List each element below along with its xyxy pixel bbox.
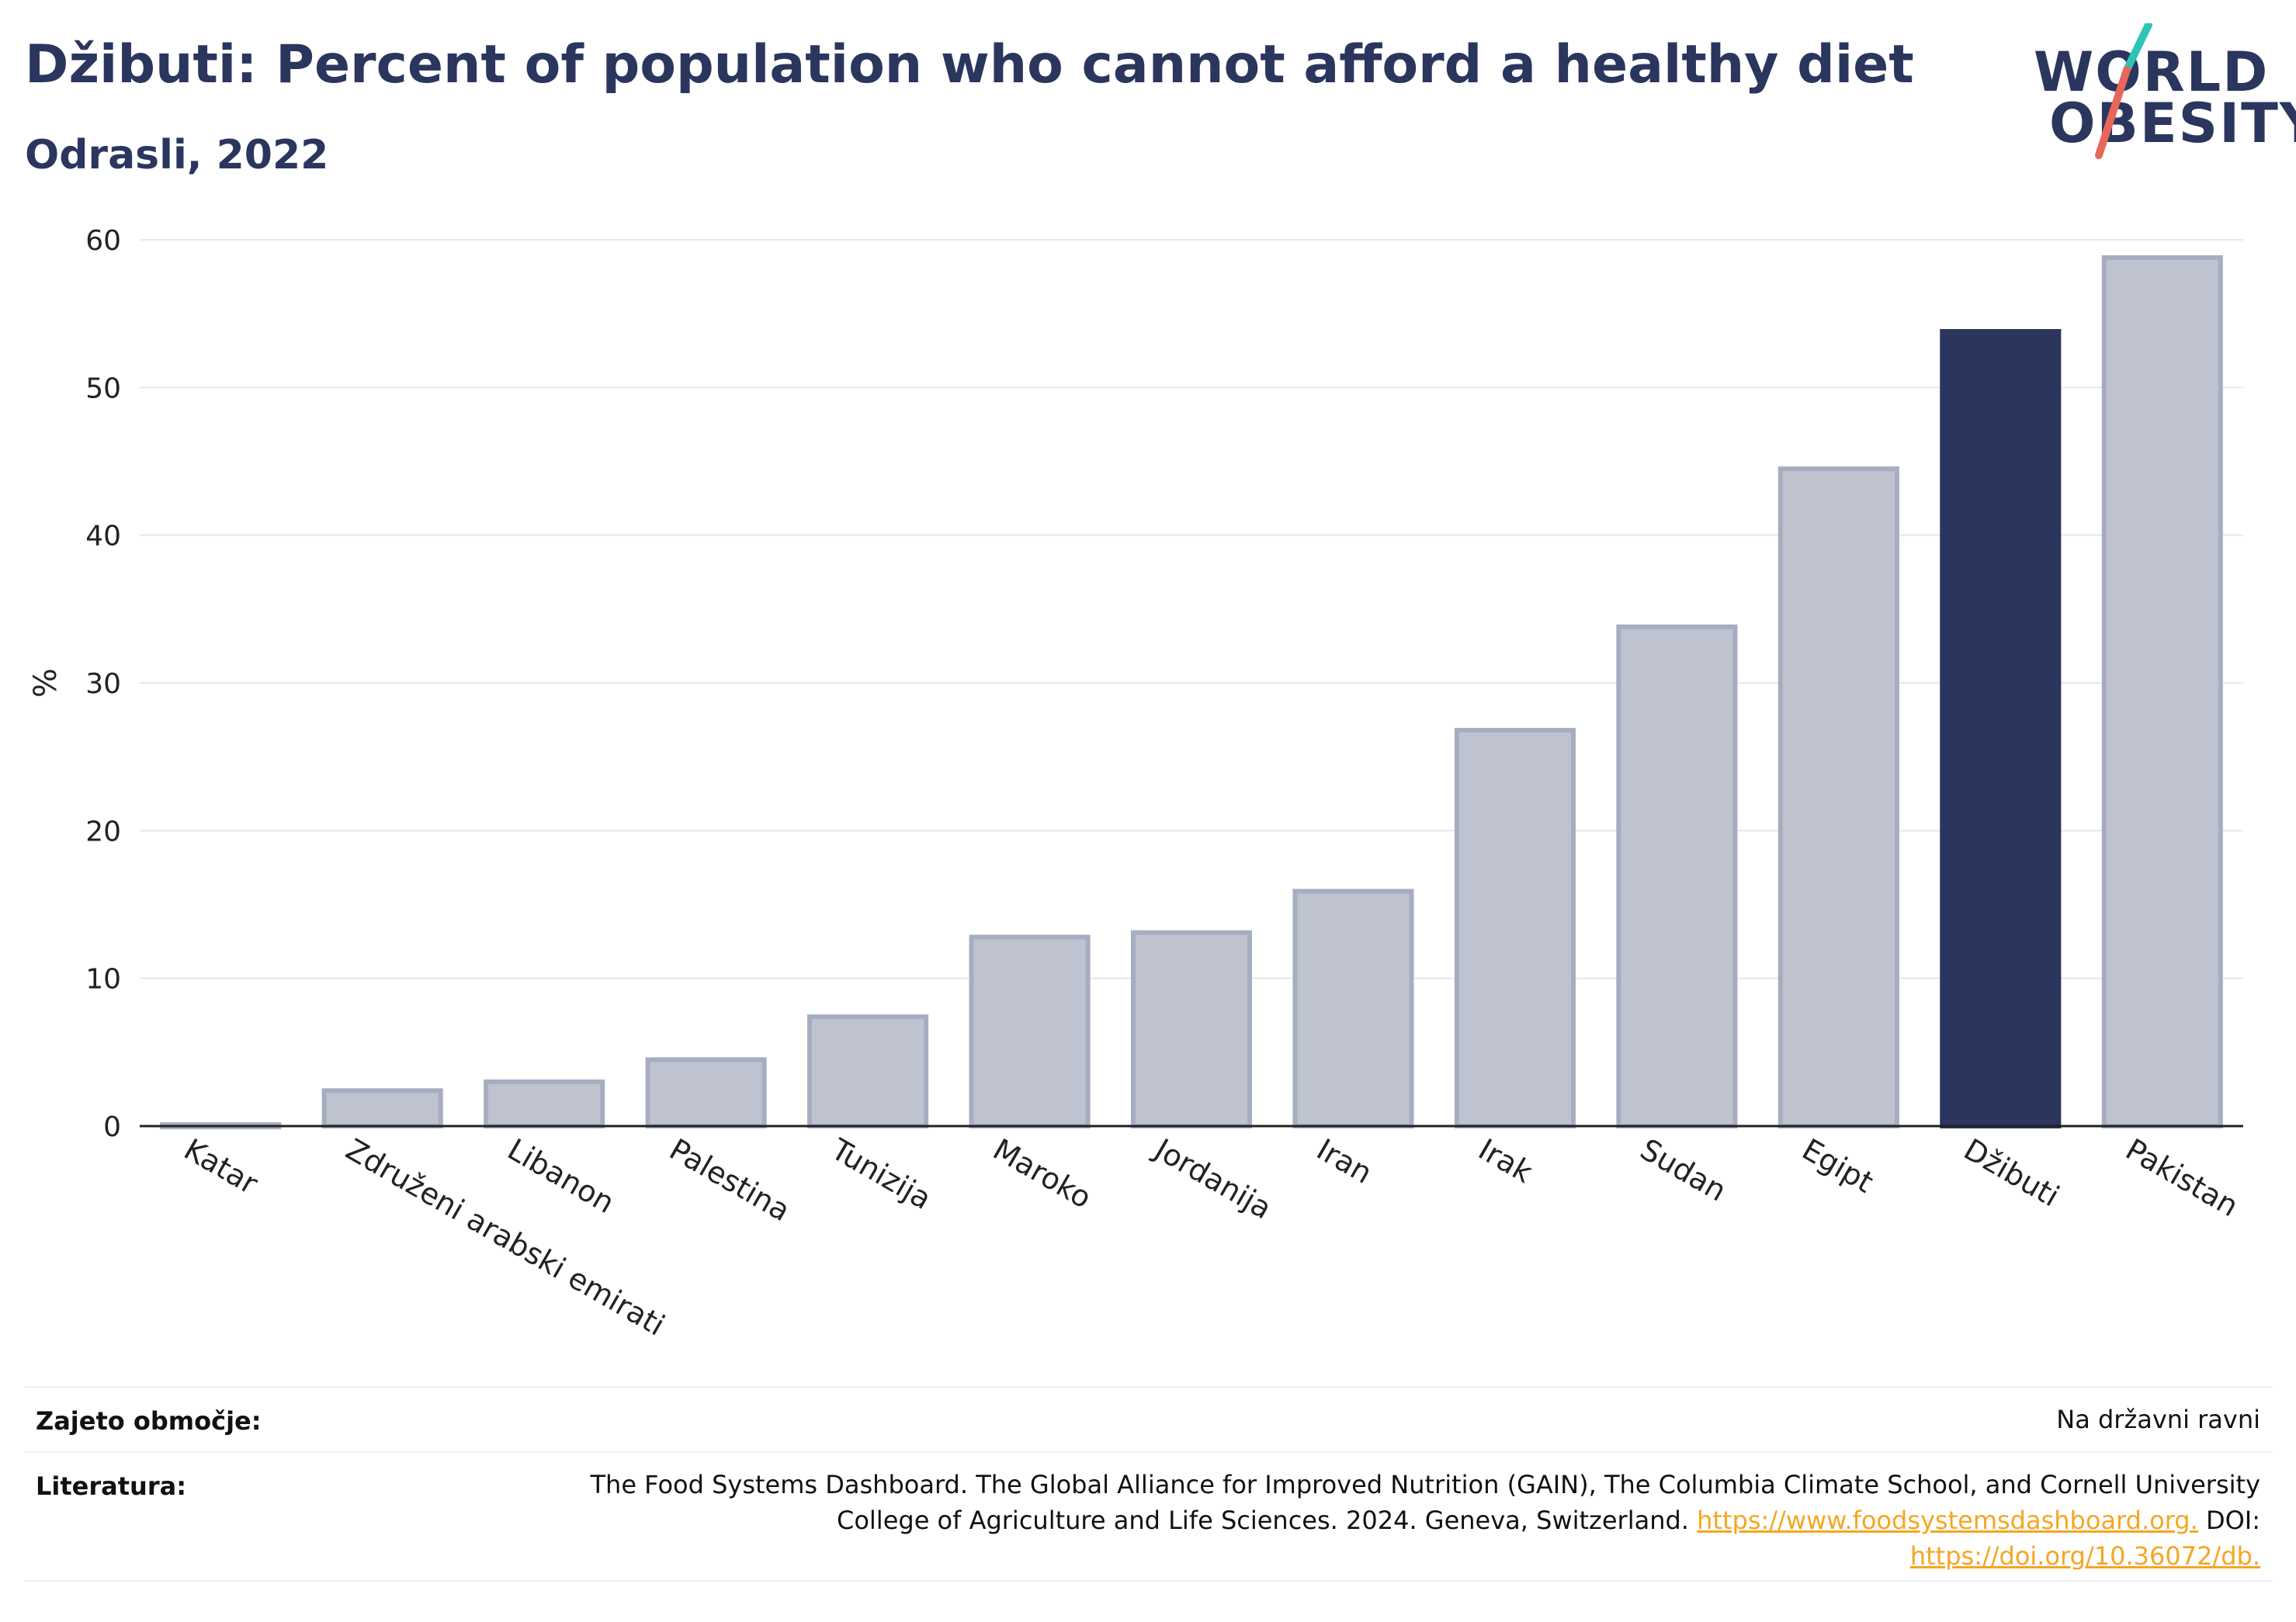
y-tick-label: 20 [85, 816, 121, 847]
x-tick-label: Iran [1311, 1132, 1378, 1191]
references-text-1: The Food Systems Dashboard. The Global A… [590, 1470, 2260, 1535]
x-tick-label: Irak [1472, 1132, 1538, 1190]
y-tick-label: 60 [85, 225, 121, 257]
doi-link[interactable]: https://doi.org/10.36072/db. [1909, 1541, 2260, 1571]
bar [1130, 930, 1253, 1128]
chart-subtitle: Odrasli, 2022 [25, 132, 329, 178]
bar [321, 1088, 443, 1128]
world-obesity-logo: WORLD OBESITY [2018, 23, 2296, 163]
bar-highlight [1940, 329, 2062, 1128]
bar [1292, 889, 1414, 1128]
bar [1777, 466, 1899, 1128]
y-tick-label: 10 [85, 964, 121, 996]
bar [969, 934, 1091, 1128]
y-tick-label: 30 [85, 668, 121, 700]
coverage-label: Zajeto območje: [36, 1406, 262, 1436]
y-axis-label: % [28, 668, 64, 698]
dashboard-link[interactable]: https://www.foodsystemsdashboard.org. [1697, 1506, 2198, 1535]
x-tick-label: Džibuti [1958, 1132, 2065, 1214]
y-tick-label: 0 [103, 1111, 121, 1143]
x-tick-label: Palestina [664, 1132, 796, 1229]
bar-chart: 0 10 20 30 40 50 60% Katar Združeni arabski emir… [28, 225, 2244, 1343]
footer-divider [25, 1386, 2273, 1388]
x-tick-label: Sudan [1635, 1132, 1732, 1208]
x-tick-label: Maroko [987, 1132, 1098, 1215]
bar [807, 1014, 929, 1128]
bar [1616, 624, 1738, 1128]
bar [2101, 255, 2223, 1129]
x-tick-label: Združeni arabski emirati [340, 1132, 671, 1343]
y-tick-label: 40 [85, 521, 121, 553]
footer-divider [25, 1580, 2273, 1582]
bar [645, 1057, 767, 1128]
footer-divider [25, 1451, 2273, 1453]
logo-line-1: WORLD [2034, 40, 2270, 104]
bar [484, 1079, 605, 1129]
x-tick-label: Pakistan [2120, 1132, 2244, 1224]
chart-title: Džibuti: Percent of population who canno… [25, 34, 1914, 95]
coverage-value: Na državni ravni [2056, 1405, 2260, 1434]
x-tick-label: Egipt [1796, 1132, 1879, 1200]
references-label: Literatura: [36, 1471, 186, 1501]
x-tick-label: Jordanija [1148, 1132, 1278, 1226]
x-tick-label: Libanon [502, 1132, 620, 1220]
references-text-2: DOI: [2197, 1506, 2260, 1535]
logo-line-2: OBESITY [2049, 92, 2296, 155]
references-text: The Food Systems Dashboard. The Global A… [553, 1467, 2260, 1574]
x-tick-label: Katar [179, 1132, 264, 1201]
bar [1454, 727, 1576, 1128]
y-tick-label: 50 [85, 373, 121, 404]
logo-slash-icon [2095, 23, 2152, 159]
x-tick-label: Tunizija [825, 1132, 938, 1216]
